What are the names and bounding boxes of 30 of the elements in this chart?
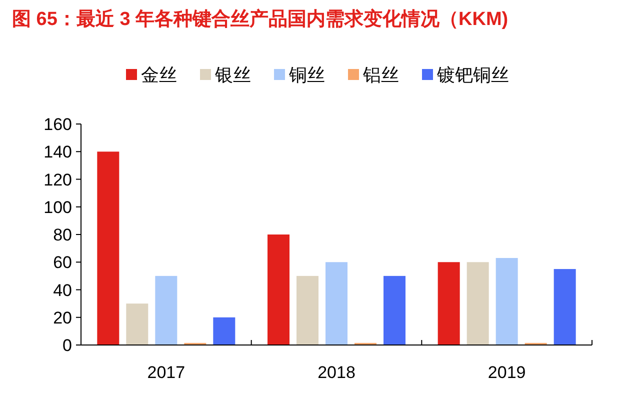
bar [554,269,576,345]
legend-label: 铝丝 [362,65,399,85]
x-tick-label: 2018 [318,363,356,382]
legend-label: 铜丝 [288,65,325,85]
y-tick-label: 160 [44,115,72,134]
legend-label: 银丝 [214,65,251,85]
bar [126,304,148,345]
bar [155,276,178,345]
y-tick-label: 40 [53,280,72,300]
y-tick-label: 0 [62,336,72,355]
legend-label: 镀钯铜丝 [436,65,509,85]
bar [97,152,120,345]
bar [213,317,236,345]
y-tick-label: 20 [53,308,72,328]
bar [438,262,460,345]
y-tick-label: 60 [53,253,72,272]
y-tick-label: 120 [44,170,72,190]
x-tick-label: 2019 [488,363,526,382]
bar [466,262,489,345]
legend-label: 金丝 [141,65,177,85]
y-tick-label: 140 [44,142,72,162]
y-tick-label: 100 [44,198,72,217]
bar [326,262,348,345]
x-tick-label: 2017 [147,363,186,382]
y-tick-label: 80 [53,226,72,244]
bar [296,276,318,345]
bar [496,258,518,345]
chart-title: 图 65：最近 3 年各种键合丝产品国内需求变化情况（KKM) [12,8,508,30]
bar [268,234,290,345]
bar [384,276,406,345]
